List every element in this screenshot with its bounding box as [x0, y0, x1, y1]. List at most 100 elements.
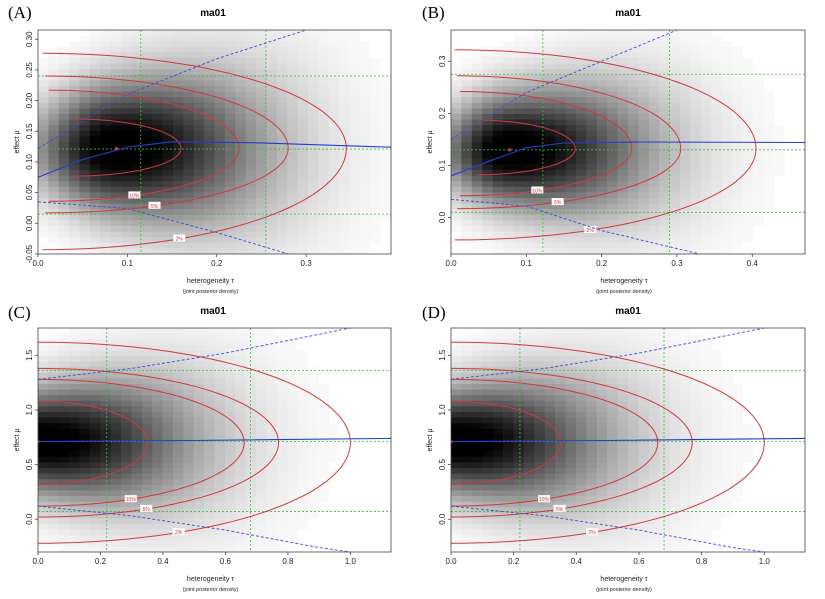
density-cell — [204, 136, 215, 143]
density-cell — [245, 237, 257, 244]
density-cell — [79, 333, 91, 340]
density-cell — [471, 356, 483, 362]
density-cell — [370, 97, 382, 104]
density-cell — [48, 86, 60, 92]
panel-title: ma01 — [200, 306, 226, 317]
density-cell — [245, 400, 257, 407]
density-cell — [628, 186, 639, 193]
density-cell — [596, 451, 608, 458]
density-cell — [100, 328, 112, 334]
density-cell — [359, 170, 371, 176]
density-cell — [503, 518, 514, 525]
density-cell — [224, 406, 236, 413]
density-cell — [669, 242, 681, 249]
density-cell — [596, 125, 608, 132]
density-cell — [69, 203, 80, 210]
density-cell — [276, 248, 288, 254]
density-cell — [89, 490, 101, 497]
density-cell — [628, 86, 639, 92]
density-cell — [596, 181, 608, 188]
density-cell — [235, 344, 247, 351]
density-cell — [89, 451, 101, 458]
density-cell — [638, 507, 650, 514]
density-cell — [172, 74, 184, 81]
density-cell — [193, 97, 205, 104]
density-cell — [276, 428, 288, 435]
density-cell — [659, 237, 671, 244]
density-cell — [607, 512, 618, 519]
density-cell — [575, 540, 587, 547]
density-cell — [659, 86, 671, 92]
density-cell — [235, 136, 247, 143]
density-cell — [359, 220, 371, 227]
density-cell — [565, 35, 577, 42]
density-cell — [276, 372, 288, 379]
density-cell — [183, 535, 195, 542]
density-cell — [565, 248, 577, 254]
density-cell — [110, 356, 122, 362]
density-cell — [461, 389, 473, 396]
density-cell — [79, 507, 91, 514]
density-cell — [534, 378, 546, 385]
density-cell — [141, 378, 153, 385]
upper-ci-line — [451, 30, 678, 140]
density-cell — [628, 74, 639, 81]
density-cell — [307, 214, 319, 221]
density-cell — [100, 125, 112, 132]
density-cell — [596, 445, 608, 452]
density-cell — [89, 248, 101, 254]
density-cell — [69, 344, 80, 351]
density-cell — [131, 114, 143, 120]
density-cell — [471, 501, 483, 508]
density-cell — [370, 125, 382, 132]
density-cell — [287, 52, 298, 59]
density-cell — [492, 484, 504, 491]
density-cell — [266, 378, 278, 385]
density-cell — [235, 524, 247, 530]
density-cell — [523, 237, 535, 244]
density-cell — [617, 226, 629, 232]
density-cell — [245, 102, 257, 109]
density-cell — [339, 86, 350, 92]
density-cell — [121, 434, 132, 441]
density-cell — [38, 130, 49, 137]
density-cell — [669, 445, 681, 452]
density-cell — [339, 231, 350, 238]
density-cell — [596, 529, 608, 536]
density-cell — [131, 518, 143, 525]
density-cell — [183, 428, 195, 435]
density-cell — [638, 333, 650, 340]
density-cell — [523, 125, 535, 132]
density-cell — [555, 400, 566, 407]
density-cell — [680, 473, 691, 480]
density-cell — [204, 52, 215, 59]
density-cell — [523, 52, 535, 59]
density-cell — [359, 242, 371, 249]
density-cell — [100, 237, 112, 244]
density-cell — [648, 434, 660, 441]
density-cell — [607, 198, 618, 204]
density-cell — [544, 468, 556, 474]
density-cell — [669, 119, 681, 126]
density-cell — [183, 198, 195, 204]
density-cell — [214, 417, 226, 424]
density-cell — [471, 484, 483, 491]
density-cell — [328, 203, 340, 210]
density-cell — [204, 164, 215, 171]
density-cell — [482, 350, 494, 357]
density-cell — [172, 451, 184, 458]
density-cell — [328, 242, 340, 249]
density-cell — [266, 361, 278, 368]
density-cell — [690, 378, 702, 385]
density-cell — [648, 361, 660, 368]
density-cell — [555, 58, 566, 64]
density-cell — [359, 86, 371, 92]
density-cell — [700, 384, 712, 390]
density-cell — [763, 198, 775, 204]
density-cell — [69, 170, 80, 176]
density-cell — [48, 456, 60, 463]
density-cell — [763, 175, 775, 182]
density-cell — [38, 417, 49, 424]
density-cell — [638, 97, 650, 104]
density-cell — [596, 30, 608, 36]
